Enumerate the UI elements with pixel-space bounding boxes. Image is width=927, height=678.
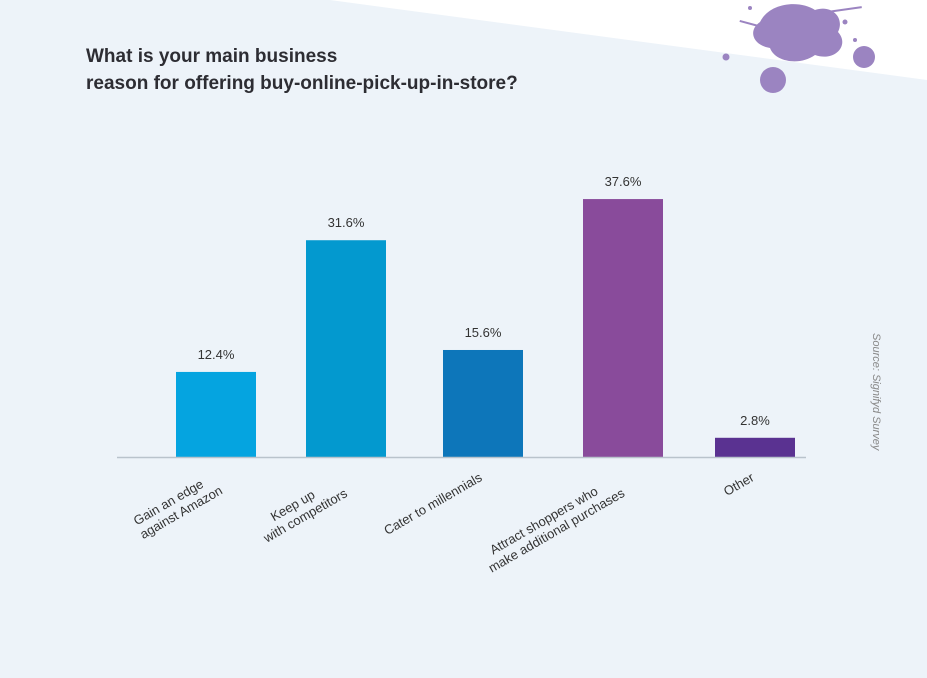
paint-splash-icon: [722, 4, 875, 93]
bar-5: [715, 437, 795, 457]
chart-title-line-1: What is your main business: [86, 46, 337, 67]
category-label-5-line-1: Other: [721, 469, 757, 499]
category-label-3: Cater to millennials: [381, 469, 485, 538]
value-label-3: 15.6%: [465, 325, 502, 340]
bar-3: [443, 349, 523, 457]
bar-2: [306, 240, 386, 457]
category-label-3-line-1: Cater to millennials: [381, 469, 485, 538]
value-label-2: 31.6%: [328, 215, 365, 230]
category-label-2: Keep upwith competitors: [253, 472, 351, 546]
value-label-5: 2.8%: [740, 413, 770, 428]
bar-4: [583, 199, 663, 457]
category-label-4: Attract shoppers whomake additional purc…: [478, 472, 627, 576]
chart-title-line-2: reason for offering buy-online-pick-up-i…: [86, 73, 518, 94]
value-label-1: 12.4%: [198, 347, 235, 362]
category-label-4-line-2: make additional purchases: [486, 485, 628, 576]
bars-layer: [176, 199, 795, 457]
category-label-1: Gain an edgeagainst Amazon: [130, 470, 225, 542]
category-label-5: Other: [721, 469, 757, 499]
value-label-4: 37.6%: [605, 174, 642, 189]
source-note: Source: Signifyd Survey: [870, 333, 882, 452]
bar-1: [176, 371, 256, 457]
